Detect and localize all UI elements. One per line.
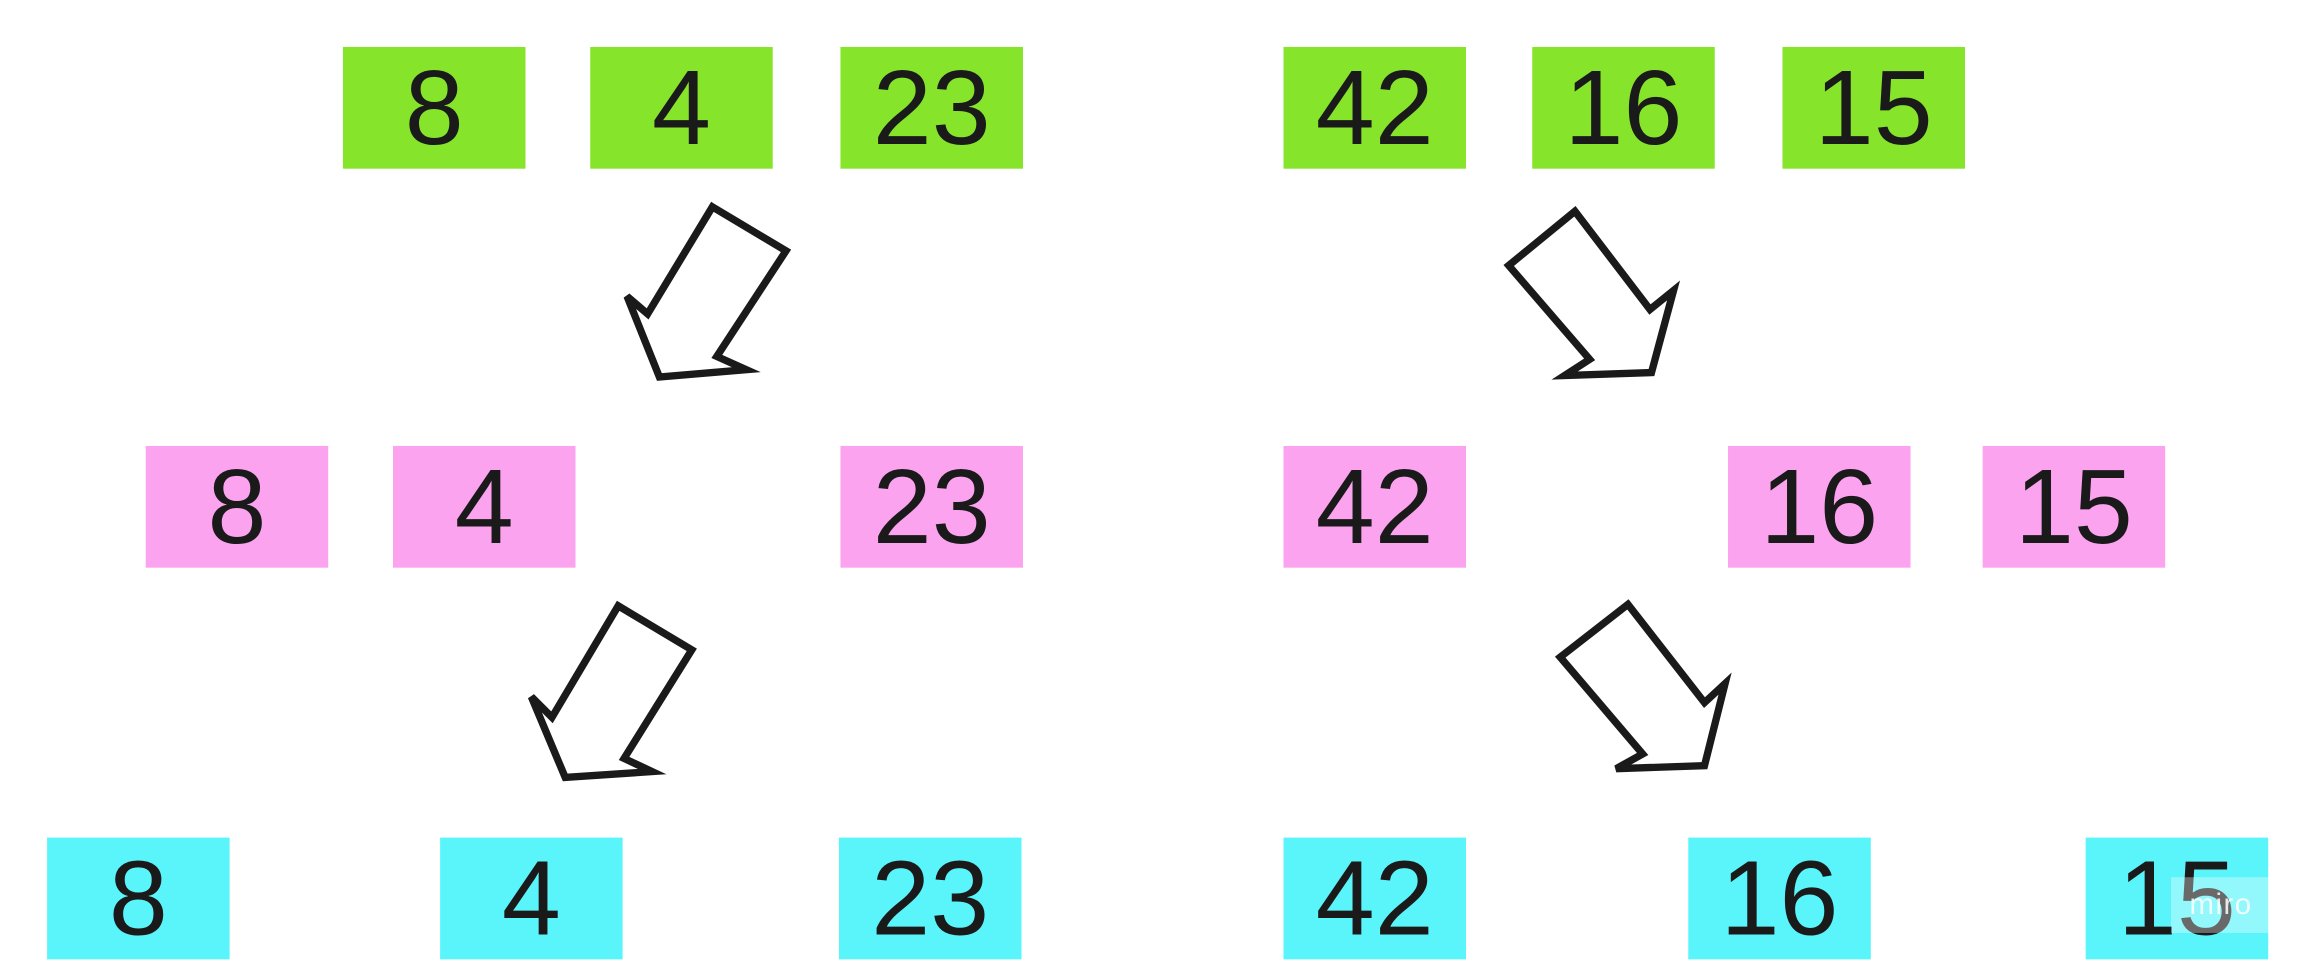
arrow-down-left-1	[623, 201, 792, 381]
middle-box-6: 15	[1982, 445, 2166, 568]
middle-box-2: 4	[392, 445, 576, 568]
middle-box-5: 16	[1728, 445, 1911, 568]
middle-box-4: 42	[1283, 445, 1467, 568]
arrow-down-right-1	[1503, 205, 1681, 380]
bottom-box-3: 23	[838, 837, 1022, 960]
top-box-5: 16	[1532, 46, 1715, 169]
middle-box-1: 8	[145, 445, 329, 568]
top-box-6: 15	[1782, 46, 1965, 169]
top-box-1: 8	[342, 46, 526, 169]
miro-watermark: miro	[2171, 877, 2272, 933]
bottom-box-5: 16	[1688, 837, 1871, 960]
top-box-4: 42	[1283, 46, 1467, 169]
bottom-box-4: 42	[1283, 837, 1467, 960]
arrow-down-right-2	[1554, 599, 1732, 773]
bottom-box-1: 8	[47, 837, 230, 960]
middle-box-3: 23	[840, 445, 1023, 568]
top-box-3: 23	[840, 46, 1023, 169]
arrow-down-left-2	[527, 600, 697, 782]
bottom-box-2: 4	[440, 837, 623, 960]
bottom-box-6: 15	[2085, 837, 2269, 960]
top-box-2: 4	[590, 46, 773, 169]
